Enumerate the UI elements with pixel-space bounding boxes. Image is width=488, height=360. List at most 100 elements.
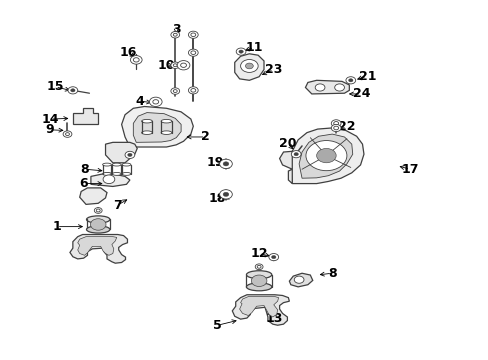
Polygon shape <box>91 173 130 186</box>
Text: 14: 14 <box>41 113 59 126</box>
Circle shape <box>334 84 344 91</box>
Ellipse shape <box>112 172 121 175</box>
Circle shape <box>68 87 78 94</box>
Ellipse shape <box>122 163 131 166</box>
Circle shape <box>153 100 158 104</box>
Ellipse shape <box>86 216 110 223</box>
Polygon shape <box>299 134 352 178</box>
Text: 7: 7 <box>113 199 122 212</box>
Ellipse shape <box>86 226 110 233</box>
Circle shape <box>94 208 102 213</box>
Polygon shape <box>133 113 181 142</box>
Circle shape <box>190 51 195 54</box>
Circle shape <box>219 190 232 199</box>
Text: 9: 9 <box>45 123 54 136</box>
Circle shape <box>103 175 115 184</box>
Circle shape <box>236 48 245 55</box>
Circle shape <box>90 219 106 230</box>
Text: 12: 12 <box>250 247 267 260</box>
Circle shape <box>170 32 179 38</box>
Ellipse shape <box>246 283 271 291</box>
Circle shape <box>177 60 189 70</box>
Circle shape <box>188 31 198 39</box>
Circle shape <box>180 63 186 67</box>
Polygon shape <box>239 297 278 317</box>
Circle shape <box>255 264 263 270</box>
Ellipse shape <box>161 120 171 123</box>
Circle shape <box>293 153 298 156</box>
Polygon shape <box>232 295 289 325</box>
Circle shape <box>125 151 135 158</box>
Circle shape <box>173 64 177 67</box>
Polygon shape <box>279 151 292 169</box>
Circle shape <box>149 97 162 107</box>
Circle shape <box>223 192 228 197</box>
Polygon shape <box>288 169 292 184</box>
Ellipse shape <box>112 163 121 166</box>
Text: 24: 24 <box>352 87 369 100</box>
Polygon shape <box>80 188 107 204</box>
Circle shape <box>190 33 195 37</box>
Circle shape <box>330 120 340 127</box>
Circle shape <box>173 90 177 93</box>
Circle shape <box>63 131 72 137</box>
Circle shape <box>333 122 338 125</box>
Text: 22: 22 <box>338 121 355 134</box>
Circle shape <box>305 140 346 171</box>
Circle shape <box>65 133 69 135</box>
Circle shape <box>71 89 75 92</box>
Text: 13: 13 <box>264 311 282 325</box>
Text: 3: 3 <box>172 23 180 36</box>
Text: 15: 15 <box>46 80 64 93</box>
Circle shape <box>240 59 258 72</box>
Text: 8: 8 <box>81 163 89 176</box>
Text: 18: 18 <box>208 192 226 205</box>
Ellipse shape <box>161 131 171 134</box>
Polygon shape <box>305 80 348 94</box>
Circle shape <box>133 58 139 62</box>
Circle shape <box>239 50 243 53</box>
Circle shape <box>294 276 304 283</box>
Polygon shape <box>78 237 117 255</box>
Text: 17: 17 <box>401 163 418 176</box>
Polygon shape <box>290 128 363 184</box>
Circle shape <box>170 88 179 94</box>
Ellipse shape <box>246 271 271 279</box>
Text: 5: 5 <box>213 319 222 332</box>
Circle shape <box>127 153 132 157</box>
Circle shape <box>316 148 335 163</box>
Circle shape <box>173 33 177 36</box>
Polygon shape <box>122 107 193 147</box>
Circle shape <box>291 150 301 158</box>
Text: 23: 23 <box>264 63 282 76</box>
Circle shape <box>96 209 100 212</box>
Text: 4: 4 <box>135 95 144 108</box>
Circle shape <box>330 125 340 132</box>
Text: 20: 20 <box>278 137 296 150</box>
Circle shape <box>271 256 275 259</box>
Text: 21: 21 <box>358 69 375 82</box>
Text: 11: 11 <box>245 41 263 54</box>
Circle shape <box>130 55 142 64</box>
Circle shape <box>348 79 352 82</box>
Text: 6: 6 <box>79 177 88 190</box>
Ellipse shape <box>122 172 131 175</box>
Ellipse shape <box>142 120 152 123</box>
Circle shape <box>190 89 195 92</box>
Circle shape <box>315 84 325 91</box>
Ellipse shape <box>102 163 111 166</box>
Text: 10: 10 <box>158 59 175 72</box>
Circle shape <box>223 162 228 166</box>
Text: 2: 2 <box>201 130 209 144</box>
Circle shape <box>268 253 278 261</box>
Circle shape <box>257 265 261 268</box>
Circle shape <box>251 275 266 287</box>
Text: 1: 1 <box>52 220 61 233</box>
Polygon shape <box>73 108 98 125</box>
Ellipse shape <box>142 131 152 134</box>
Text: 16: 16 <box>120 46 137 59</box>
Circle shape <box>245 63 253 69</box>
Text: 8: 8 <box>327 267 336 280</box>
Polygon shape <box>70 234 127 263</box>
Circle shape <box>333 126 338 130</box>
